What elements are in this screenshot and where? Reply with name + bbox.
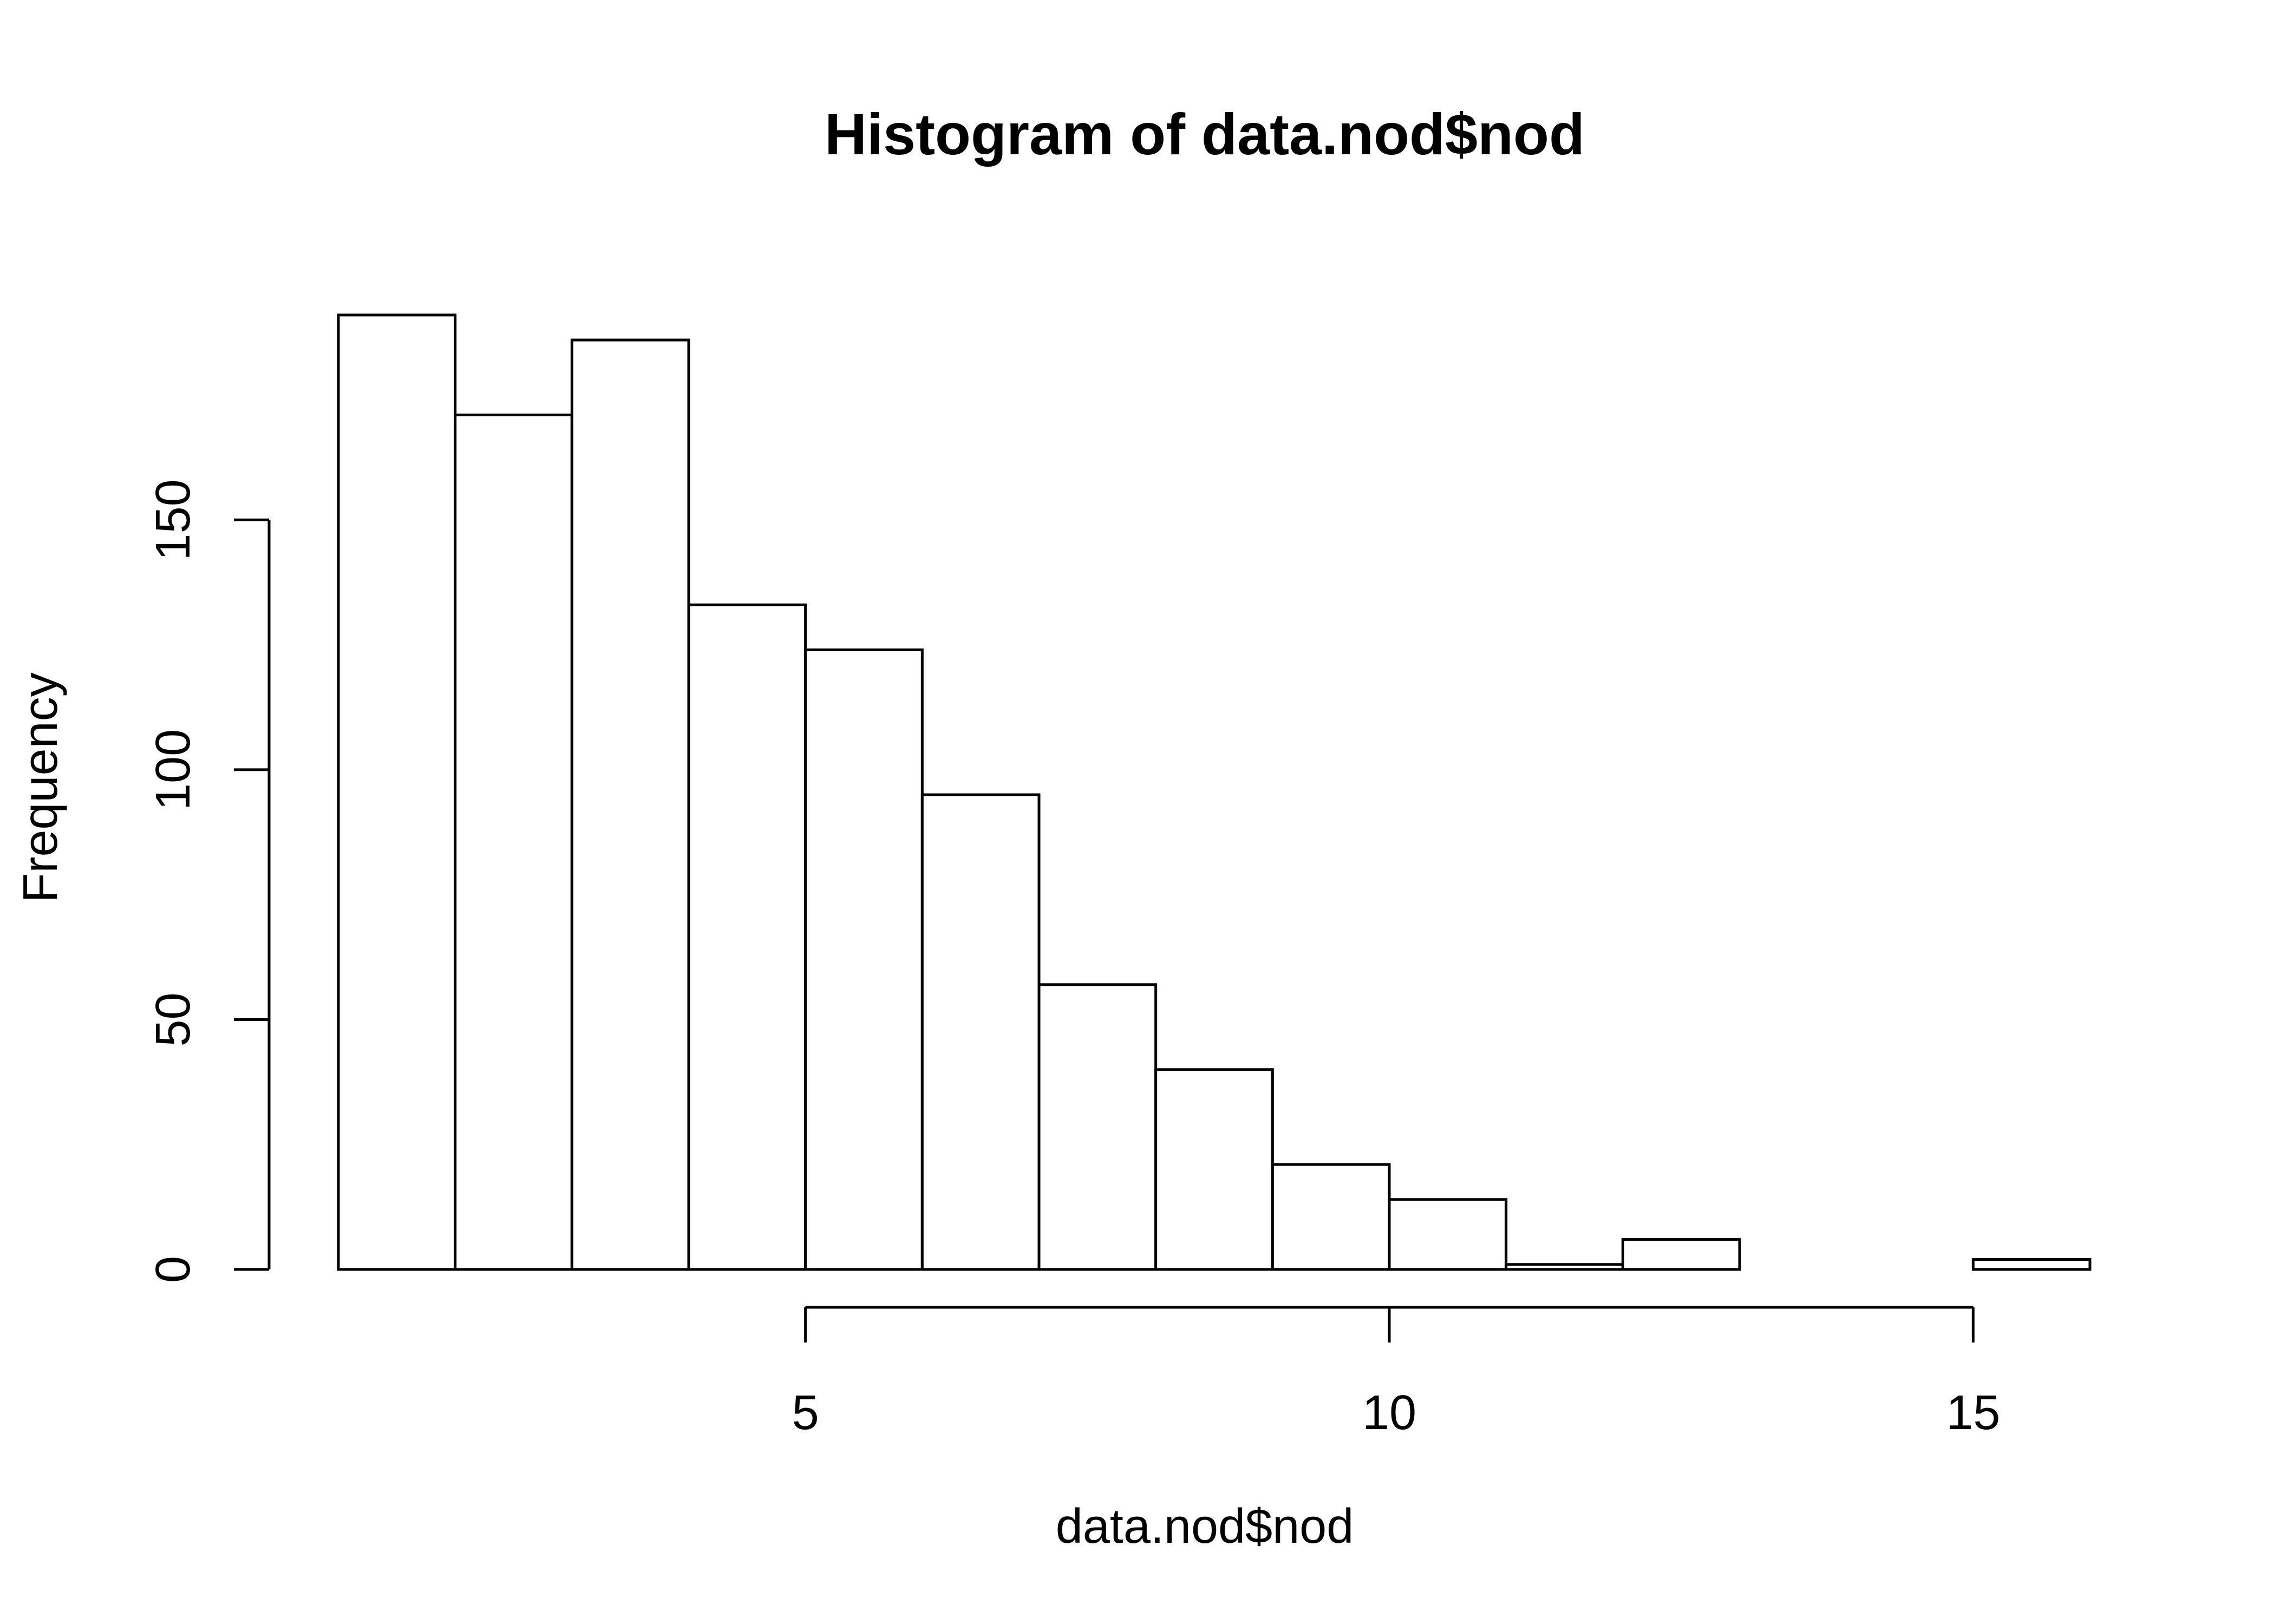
histogram-bar bbox=[687, 603, 807, 1271]
histogram-bar bbox=[337, 313, 457, 1271]
histogram-bar bbox=[1505, 1263, 1624, 1271]
histogram-bar bbox=[804, 648, 924, 1271]
x-tick-label: 5 bbox=[792, 1386, 819, 1440]
x-axis: 5 10 15 bbox=[792, 1306, 2000, 1440]
histogram-bar bbox=[920, 793, 1041, 1271]
x-tick-label: 10 bbox=[1362, 1386, 1416, 1440]
y-axis-title: Frequency bbox=[14, 672, 68, 902]
y-tick-label: 100 bbox=[146, 729, 200, 810]
histogram-bar bbox=[1388, 1198, 1508, 1271]
histogram-bar bbox=[570, 338, 690, 1271]
histogram-bars bbox=[337, 313, 2092, 1271]
y-tick-label: 50 bbox=[146, 992, 200, 1046]
chart-title: Histogram of data.nod$nod bbox=[825, 101, 1585, 167]
histogram-bar bbox=[1621, 1238, 1741, 1271]
histogram-bar bbox=[1271, 1163, 1391, 1271]
x-tick-label: 15 bbox=[1946, 1386, 2000, 1440]
histogram-bar bbox=[1971, 1258, 2092, 1271]
x-axis-title: data.nod$nod bbox=[1056, 1499, 1354, 1554]
y-axis: 0 50 100 150 bbox=[146, 479, 271, 1283]
y-tick-label: 0 bbox=[146, 1256, 200, 1283]
y-tick-label: 150 bbox=[146, 479, 200, 560]
histogram-bar bbox=[1037, 983, 1158, 1271]
histogram-bar bbox=[454, 414, 573, 1271]
histogram-bar bbox=[1154, 1068, 1274, 1271]
